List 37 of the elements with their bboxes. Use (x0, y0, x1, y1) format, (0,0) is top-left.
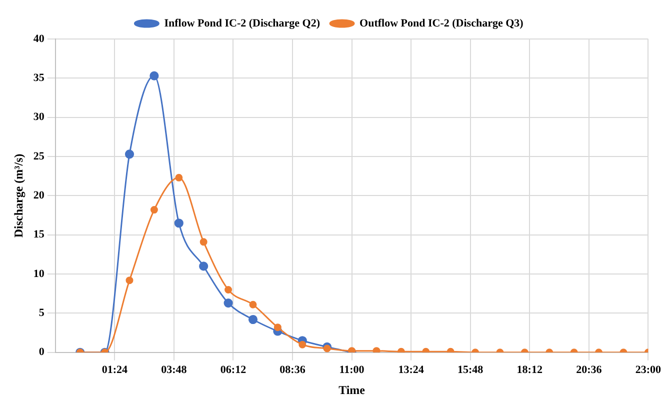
y-tick-label: 40 (33, 32, 45, 45)
legend-label: Inflow Pond IC-2 (Discharge Q2) (164, 17, 320, 30)
x-tick-label: 20:36 (576, 364, 602, 376)
x-axis-title: Time (338, 382, 366, 397)
point (126, 276, 134, 284)
point (150, 206, 158, 214)
y-tick-label: 5 (38, 307, 45, 320)
point (249, 300, 257, 308)
x-tick-label: 08:36 (280, 364, 306, 376)
point (200, 238, 208, 246)
y-tick-label: 30 (33, 111, 45, 124)
point (274, 324, 282, 332)
legend-label: Outflow Pond IC-2 (Discharge Q3) (360, 17, 524, 30)
x-tick-label: 23:00 (635, 364, 662, 376)
point (298, 340, 306, 348)
y-tick-label: 35 (33, 72, 45, 84)
point (199, 262, 208, 271)
y-tick-label: 0 (38, 346, 45, 358)
y-axis-title: Discharge (m³/s) (11, 154, 26, 238)
point (323, 344, 331, 352)
point (124, 150, 134, 159)
y-tick-label: 20 (33, 190, 45, 202)
point (175, 174, 183, 182)
x-tick-label: 01:24 (102, 364, 128, 376)
point (174, 218, 184, 228)
point (224, 286, 232, 294)
x-tick-label: 13:24 (398, 364, 424, 376)
y-tick-label: 15 (33, 228, 45, 241)
x-tick-label: 03:48 (161, 364, 188, 376)
x-tick-label: 06:12 (220, 364, 247, 376)
point (248, 314, 258, 324)
point (224, 298, 233, 308)
x-tick-label: 15:48 (458, 364, 484, 376)
y-tick-label: 25 (33, 150, 45, 162)
y-tick-label: 10 (33, 268, 45, 280)
x-tick-label: 18:12 (516, 364, 543, 376)
x-tick-label: 11:00 (339, 364, 365, 376)
